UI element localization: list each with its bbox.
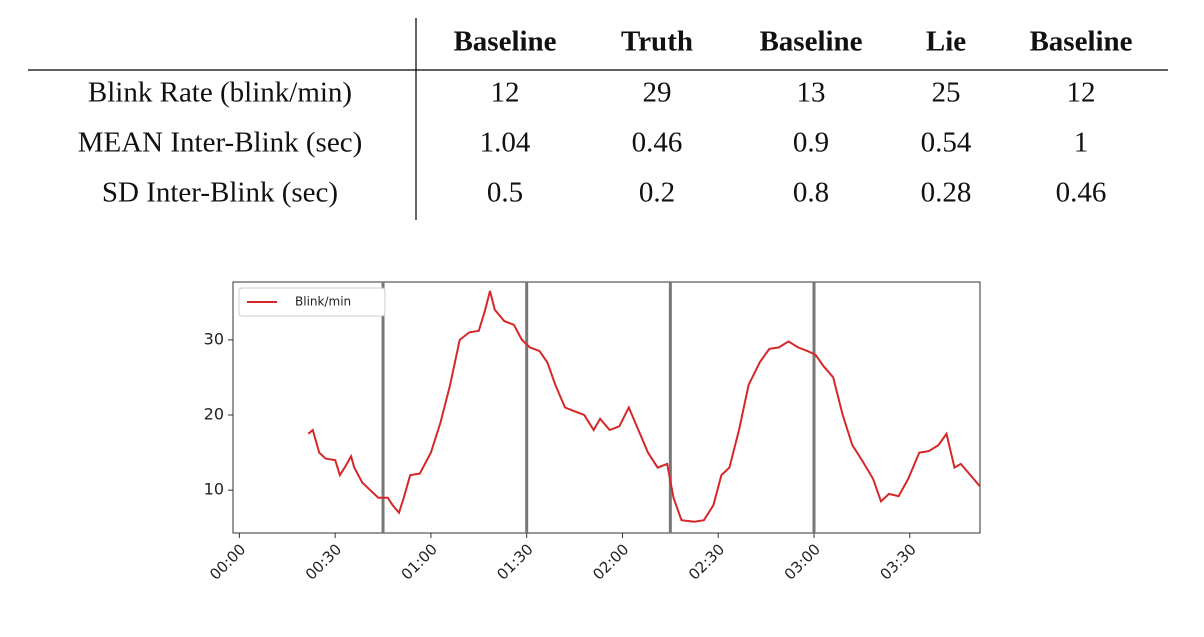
cell: 12 [491, 77, 520, 109]
x-tick-label: 02:00 [589, 540, 632, 583]
cell: 12 [1067, 77, 1096, 109]
row-label: SD Inter-Blink (sec) [102, 177, 338, 209]
row-label: MEAN Inter-Blink (sec) [78, 127, 363, 159]
column-header: Baseline [759, 26, 862, 58]
cell: 29 [643, 77, 672, 109]
cell: 0.5 [487, 177, 523, 209]
column-header: Baseline [453, 26, 556, 58]
x-tick-label: 02:30 [685, 540, 728, 583]
cell: 0.9 [793, 127, 829, 159]
x-tick-label: 03:00 [781, 540, 824, 583]
cell: 25 [932, 77, 961, 109]
x-tick-label: 00:00 [206, 540, 249, 583]
x-tick-label: 01:30 [493, 540, 536, 583]
y-tick-label: 30 [204, 329, 224, 348]
y-tick-label: 10 [204, 480, 224, 499]
cell: 13 [797, 77, 826, 109]
legend-label: Blink/min [295, 295, 351, 309]
column-header: Lie [926, 26, 966, 58]
cell: 0.46 [632, 127, 683, 159]
legend-box [238, 287, 386, 317]
cell: 0.8 [793, 177, 829, 209]
column-header: Truth [621, 26, 693, 58]
cell: 0.54 [921, 127, 972, 159]
cell: 0.28 [921, 177, 972, 209]
row-label: Blink Rate (blink/min) [88, 77, 352, 109]
data-line [307, 290, 981, 523]
x-tick-label: 01:00 [398, 540, 441, 583]
column-header: Baseline [1029, 26, 1132, 58]
cell: 0.2 [639, 177, 675, 209]
x-tick-label: 03:30 [876, 540, 919, 583]
cell: 1.04 [480, 127, 531, 159]
cell: 0.46 [1056, 177, 1107, 209]
cell: 1 [1074, 127, 1089, 159]
plot-frame [232, 281, 981, 534]
x-tick-label: 00:30 [302, 540, 345, 583]
y-tick-label: 20 [204, 405, 224, 424]
